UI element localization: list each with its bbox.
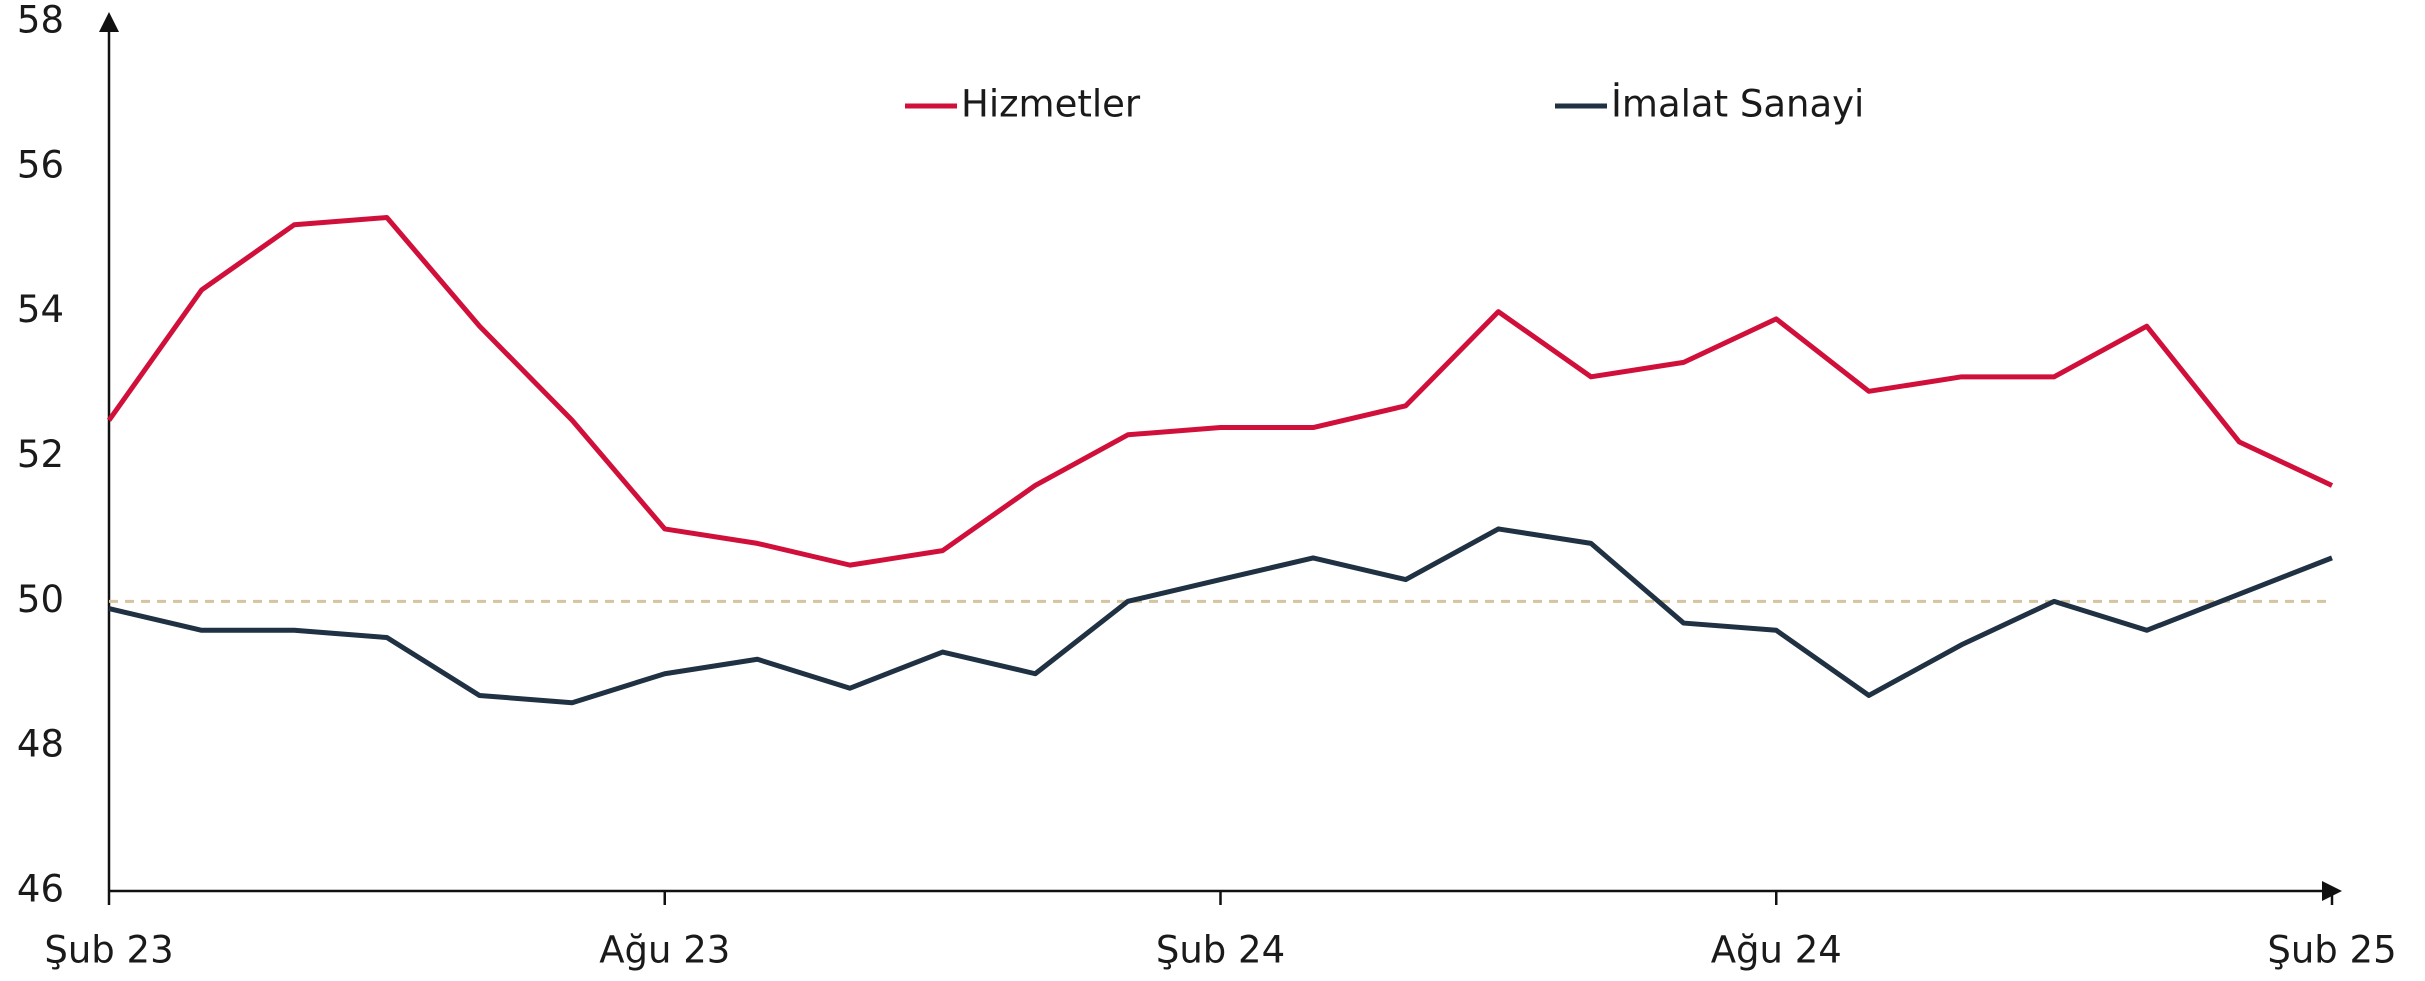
x-tick-label: Ağu 24 [1711,929,1842,972]
x-tick-label: Şub 24 [1156,929,1285,972]
legend-label: Hizmetler [961,83,1141,126]
y-tick-label: 46 [17,868,64,911]
axes [99,12,2342,901]
y-tick-label: 48 [17,723,64,766]
line-series [106,215,2334,568]
y-tick-label: 58 [17,0,64,42]
y-tick-label: 52 [17,433,64,476]
legend-label: İmalat Sanayi [1611,83,1864,126]
x-tick-label: Şub 25 [2267,929,2396,972]
line-series [108,526,2333,706]
y-tick-label: 54 [17,288,64,331]
x-tick-label: Şub 23 [44,929,173,972]
y-tick-label: 56 [17,143,64,186]
y-tick-label: 50 [17,578,64,621]
x-tick-label: Ağu 23 [599,929,730,972]
